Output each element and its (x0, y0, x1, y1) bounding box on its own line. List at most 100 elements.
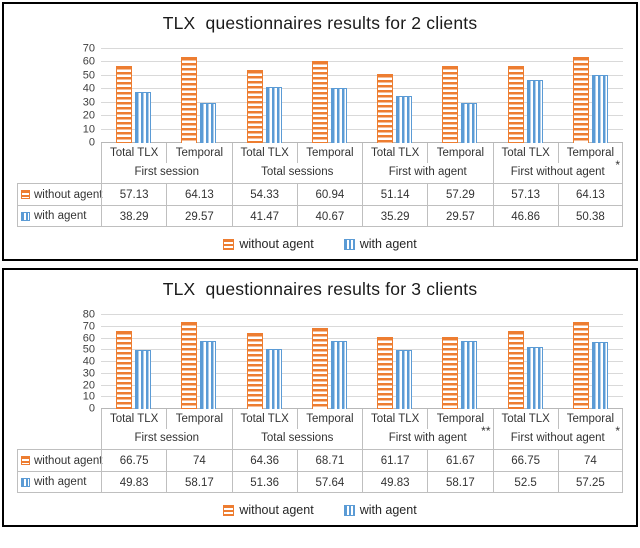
bar-without-agent (507, 330, 524, 409)
table-corner-spacer (17, 163, 101, 183)
y-tick-label: 0 (88, 402, 95, 415)
column-header-label: Temporal (306, 147, 354, 159)
legend-swatch-with-agent-icon (343, 238, 355, 250)
y-tick-label: 50 (82, 69, 95, 82)
y-tick-label: 10 (82, 390, 95, 403)
y-tick-label: 10 (82, 123, 95, 136)
column-header-cell: Total TLX (231, 143, 297, 163)
bar-without-agent (572, 56, 589, 143)
bar-group (362, 49, 427, 143)
legend-label: without agent (239, 237, 314, 251)
legend-swatch-with-agent-icon (21, 211, 30, 221)
bar-group (362, 315, 427, 409)
column-header-cell: Temporal (166, 409, 231, 429)
value-cell: 74 (166, 449, 232, 471)
y-tick-label: 60 (82, 55, 95, 68)
gridline (101, 372, 623, 374)
bar-with-agent (200, 103, 217, 143)
y-tick-label: 40 (82, 82, 95, 95)
legend-swatch-without-agent-icon (21, 456, 30, 465)
group-header-cell: First session (101, 163, 232, 183)
bar-without-agent (181, 56, 198, 143)
value-cell: 41.47 (231, 205, 297, 227)
legend-swatch-without-agent-icon (21, 190, 30, 199)
gridline (101, 128, 623, 130)
legend-swatch-without-agent-icon (223, 238, 235, 250)
legend-swatch-with-agent-icon (21, 477, 30, 487)
bar-group (558, 315, 623, 409)
value-cell: 57.64 (296, 471, 362, 493)
bar-with-agent (526, 80, 543, 143)
value-cell: 52.5 (492, 471, 558, 493)
value-cell: 74 (557, 449, 623, 471)
gridline (101, 88, 623, 90)
column-header-cell: Temporal * (557, 409, 623, 437)
value-cell: 66.75 (101, 449, 167, 471)
chart-and-table: 0 10 20 30 40 50 60 70 80 Total TLX Temporal Total … (17, 302, 623, 493)
bar-group (297, 315, 362, 409)
x-axis-line (101, 408, 623, 409)
bar-with-agent (461, 340, 478, 409)
legend-label: with agent (359, 237, 417, 251)
value-cell: 61.17 (362, 449, 428, 471)
column-header-label: Total TLX (501, 147, 550, 159)
chart-and-table: 0 10 20 30 40 50 60 70 Total TLX Temporal Total TL… (17, 36, 623, 227)
y-tick-label: 50 (82, 343, 95, 356)
bar-without-agent (442, 66, 459, 143)
value-cell: 66.75 (492, 449, 558, 471)
column-header-label: Temporal (566, 147, 615, 159)
group-header-cell: First with agent (362, 163, 493, 183)
legend-label: with agent (359, 503, 417, 517)
bar-with-agent (591, 341, 608, 409)
bar-without-agent (311, 61, 328, 143)
bar-without-agent (181, 322, 198, 409)
value-cell: 61.67 (427, 449, 493, 471)
gridline (101, 48, 623, 49)
bar-group (101, 49, 166, 143)
column-header-cell: Temporal ** (427, 409, 492, 437)
value-cell: 50.38 (557, 205, 623, 227)
row-header-label: without agent (34, 454, 103, 467)
bar-without-agent (442, 336, 459, 409)
y-axis: 0 10 20 30 40 50 60 70 80 (17, 309, 101, 414)
y-tick-label: 20 (82, 379, 95, 391)
column-header-label: Total TLX (370, 413, 420, 425)
group-header-cell: Total sessions (231, 163, 363, 183)
chart-panel-2-clients: TLX questionnaires results for 2 clients… (2, 2, 638, 261)
column-header-cell: Total TLX (492, 143, 558, 163)
significance-marker: ** (481, 424, 491, 438)
value-cell: 68.71 (296, 449, 362, 471)
column-header-cell: Total TLX (362, 143, 427, 163)
value-cell: 46.86 (492, 205, 558, 227)
bar-with-agent (135, 350, 152, 409)
row-header-with-agent: with agent (17, 205, 101, 227)
gridline (101, 115, 623, 117)
column-header-label: Total TLX (370, 147, 420, 159)
value-cell: 29.57 (427, 205, 493, 227)
value-cell: 64.13 (166, 183, 232, 205)
y-tick-label: 60 (82, 332, 95, 344)
column-header-label: Temporal (175, 413, 224, 425)
bar-with-agent (265, 87, 282, 143)
row-header-label: without agent (34, 188, 103, 201)
chart-panel-3-clients: TLX questionnaires results for 3 clients… (2, 268, 638, 527)
bar-with-agent (396, 95, 413, 143)
value-cell: 38.29 (101, 205, 167, 227)
chart-title: TLX questionnaires results for 2 clients (162, 13, 478, 33)
y-tick-label: 30 (82, 367, 95, 380)
bar-without-agent (246, 70, 263, 143)
chart-legend: without agent with agent (17, 503, 623, 517)
group-header-cell: First without agent (492, 163, 623, 183)
value-cell: 49.83 (101, 471, 167, 493)
bar-with-agent (526, 347, 543, 409)
y-tick-label: 70 (82, 320, 95, 333)
plot-area (101, 314, 623, 409)
bar-with-agent (135, 91, 152, 143)
gridline (101, 314, 623, 315)
y-tick-label: 20 (82, 109, 95, 122)
bar-without-agent (116, 66, 133, 143)
row-header-without-agent: without agent (17, 183, 103, 205)
bar-group (232, 315, 297, 409)
legend-label: without agent (239, 503, 314, 517)
gridline (101, 384, 623, 386)
